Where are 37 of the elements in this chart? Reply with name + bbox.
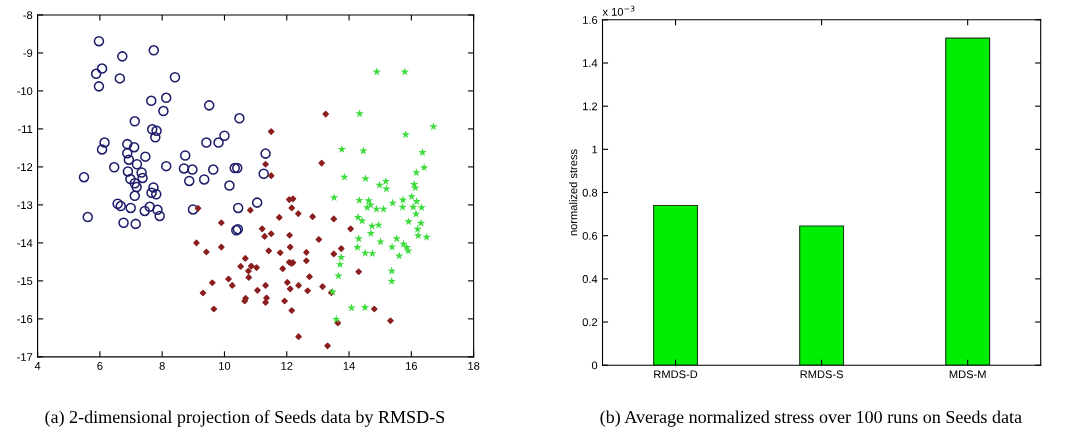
y-tick-label: 0.2	[582, 318, 598, 327]
y-tick-label: 0.4	[582, 275, 598, 283]
y-tick-label: -13	[17, 201, 33, 210]
bar	[653, 204, 699, 366]
x-tick-label: 10	[219, 361, 231, 370]
y-tick-label: -11	[17, 125, 33, 133]
x-tick-label: 16	[406, 361, 418, 370]
y-tick-label: -9	[23, 49, 33, 58]
text: (a) 2-dimensional projection of Seeds data by RMSD-S	[45, 410, 445, 427]
x-tick-label: 12	[281, 361, 293, 370]
x-tick-label: 14	[343, 362, 355, 370]
text: (b) Average normalized stress over 100 runs on Seeds data	[600, 410, 1022, 427]
bar	[945, 37, 991, 366]
y-tick-label: 0.6	[582, 231, 598, 240]
y-tick-label: -16	[17, 315, 33, 323]
x-tick-label: RMDS-D	[654, 370, 698, 379]
y-tick-label: -8	[23, 11, 33, 20]
y-tick-label: 0.8	[582, 188, 598, 197]
x-tick-label: 18	[468, 361, 480, 370]
y-tick-label: -15	[17, 277, 33, 285]
x-tick-label: RMDS-S	[800, 370, 844, 379]
y-tick-label: 1.2	[583, 102, 598, 111]
y-tick-label: -10	[17, 87, 33, 96]
y-tick-label: -12	[17, 163, 33, 171]
x-tick-label: 4	[34, 362, 41, 370]
y-tick-label: 1	[592, 145, 598, 154]
x-tick-label: 6	[97, 361, 103, 370]
y-axis-title: normalized stress	[569, 149, 578, 236]
y-tick-label: 1.4	[583, 59, 598, 67]
text: x 10$^{−3}$	[602, 5, 635, 16]
x-tick-label: MDS-M	[949, 370, 986, 379]
y-tick-label: 1.6	[583, 16, 598, 24]
y-tick-label: -17	[17, 353, 33, 361]
y-tick-label: 0	[591, 361, 598, 370]
bar	[799, 225, 845, 366]
y-tick-label: -14	[17, 239, 33, 247]
x-tick-label: 8	[159, 361, 165, 370]
